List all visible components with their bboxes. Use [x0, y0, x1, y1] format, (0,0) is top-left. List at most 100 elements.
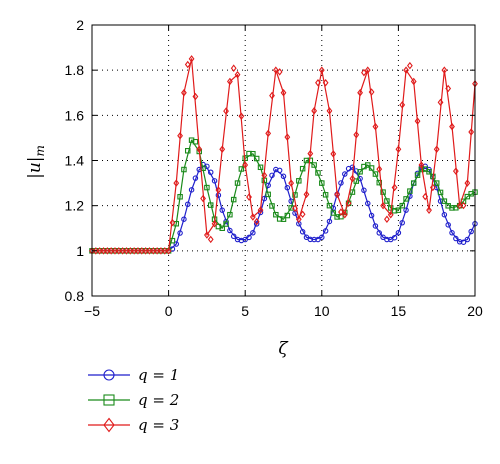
- y-axis-label: |u|m: [25, 145, 47, 179]
- data-point: [181, 216, 187, 222]
- data-point: [211, 219, 218, 228]
- data-point: [292, 204, 298, 213]
- data-point: [384, 215, 390, 223]
- data-point: [372, 223, 379, 229]
- data-point: [429, 183, 436, 192]
- data-point: [219, 207, 225, 213]
- data-point: [460, 239, 467, 245]
- data-point: [319, 234, 325, 241]
- data-point: [349, 164, 356, 171]
- data-point: [138, 247, 145, 255]
- data-point: [238, 166, 245, 172]
- data-point: [399, 101, 406, 109]
- data-point: [177, 230, 183, 236]
- data-point: [253, 221, 260, 227]
- data-point: [227, 211, 233, 218]
- y-tick-label: 1.4: [65, 153, 85, 169]
- data-point: [185, 148, 191, 154]
- data-point: [330, 210, 337, 216]
- data-point: [410, 180, 417, 186]
- data-point: [158, 247, 164, 255]
- data-point: [250, 230, 256, 236]
- x-tick-label: 10: [314, 303, 330, 319]
- data-point: [433, 145, 440, 153]
- data-point: [395, 230, 402, 236]
- data-point: [422, 192, 429, 201]
- data-point: [384, 198, 390, 204]
- data-point: [296, 178, 302, 184]
- data-point: [273, 211, 279, 218]
- data-point: [357, 88, 363, 97]
- data-point: [403, 66, 409, 74]
- data-point: [365, 162, 371, 168]
- data-point: [311, 162, 317, 168]
- data-point: [372, 171, 379, 177]
- data-point: [257, 206, 264, 214]
- data-point: [276, 68, 283, 76]
- data-point: [108, 247, 115, 255]
- legend-label: q = 2: [138, 391, 179, 409]
- data-point: [334, 190, 341, 199]
- data-point: [150, 247, 157, 255]
- data-point: [380, 189, 386, 195]
- data-point: [307, 149, 314, 158]
- data-point: [322, 78, 329, 87]
- data-point: [437, 98, 444, 107]
- data-point: [299, 229, 306, 235]
- data-point: [391, 183, 398, 192]
- data-point: [445, 222, 451, 228]
- data-point: [349, 189, 356, 195]
- data-point: [315, 78, 321, 87]
- data-point: [284, 212, 291, 219]
- data-point: [219, 145, 226, 153]
- data-point: [349, 174, 356, 183]
- data-point: [96, 247, 103, 255]
- data-point: [234, 70, 241, 79]
- data-point: [169, 218, 176, 227]
- data-point: [92, 247, 99, 255]
- x-tick-label: 5: [241, 303, 249, 319]
- data-point: [223, 221, 229, 227]
- data-point: [376, 230, 382, 236]
- data-point: [464, 193, 471, 200]
- data-point: [410, 77, 417, 86]
- x-axis-label: ζ: [278, 339, 289, 359]
- data-point: [276, 216, 283, 222]
- data-point: [361, 187, 367, 194]
- data-point: [280, 88, 287, 97]
- data-point: [445, 84, 452, 93]
- data-point: [464, 236, 471, 243]
- data-point: [112, 247, 118, 255]
- data-point: [238, 112, 245, 120]
- data-point: [226, 77, 233, 86]
- data-point: [426, 206, 432, 214]
- data-point: [372, 122, 379, 131]
- data-point: [384, 236, 390, 243]
- data-point: [204, 184, 210, 191]
- data-point: [418, 161, 425, 169]
- data-point: [115, 247, 122, 255]
- data-point: [142, 247, 149, 255]
- data-point: [468, 228, 474, 235]
- data-point: [131, 247, 138, 255]
- data-point: [211, 178, 218, 184]
- data-point: [192, 92, 199, 101]
- data-point: [391, 207, 398, 214]
- y-axis-label-sub: m: [33, 145, 47, 156]
- data-point: [368, 165, 375, 171]
- data-point: [326, 202, 333, 209]
- data-point: [280, 173, 287, 180]
- data-point: [315, 170, 321, 176]
- data-point: [253, 155, 260, 162]
- data-point: [188, 187, 195, 193]
- legend-marker: [103, 394, 115, 406]
- data-point: [330, 150, 337, 158]
- data-point: [395, 207, 402, 213]
- data-point: [395, 145, 402, 153]
- data-point: [414, 117, 421, 125]
- data-point: [269, 203, 275, 209]
- x-tick-label: 20: [467, 303, 483, 319]
- legend-item: q = 3: [88, 416, 179, 434]
- data-point: [104, 247, 111, 255]
- data-point: [200, 194, 206, 203]
